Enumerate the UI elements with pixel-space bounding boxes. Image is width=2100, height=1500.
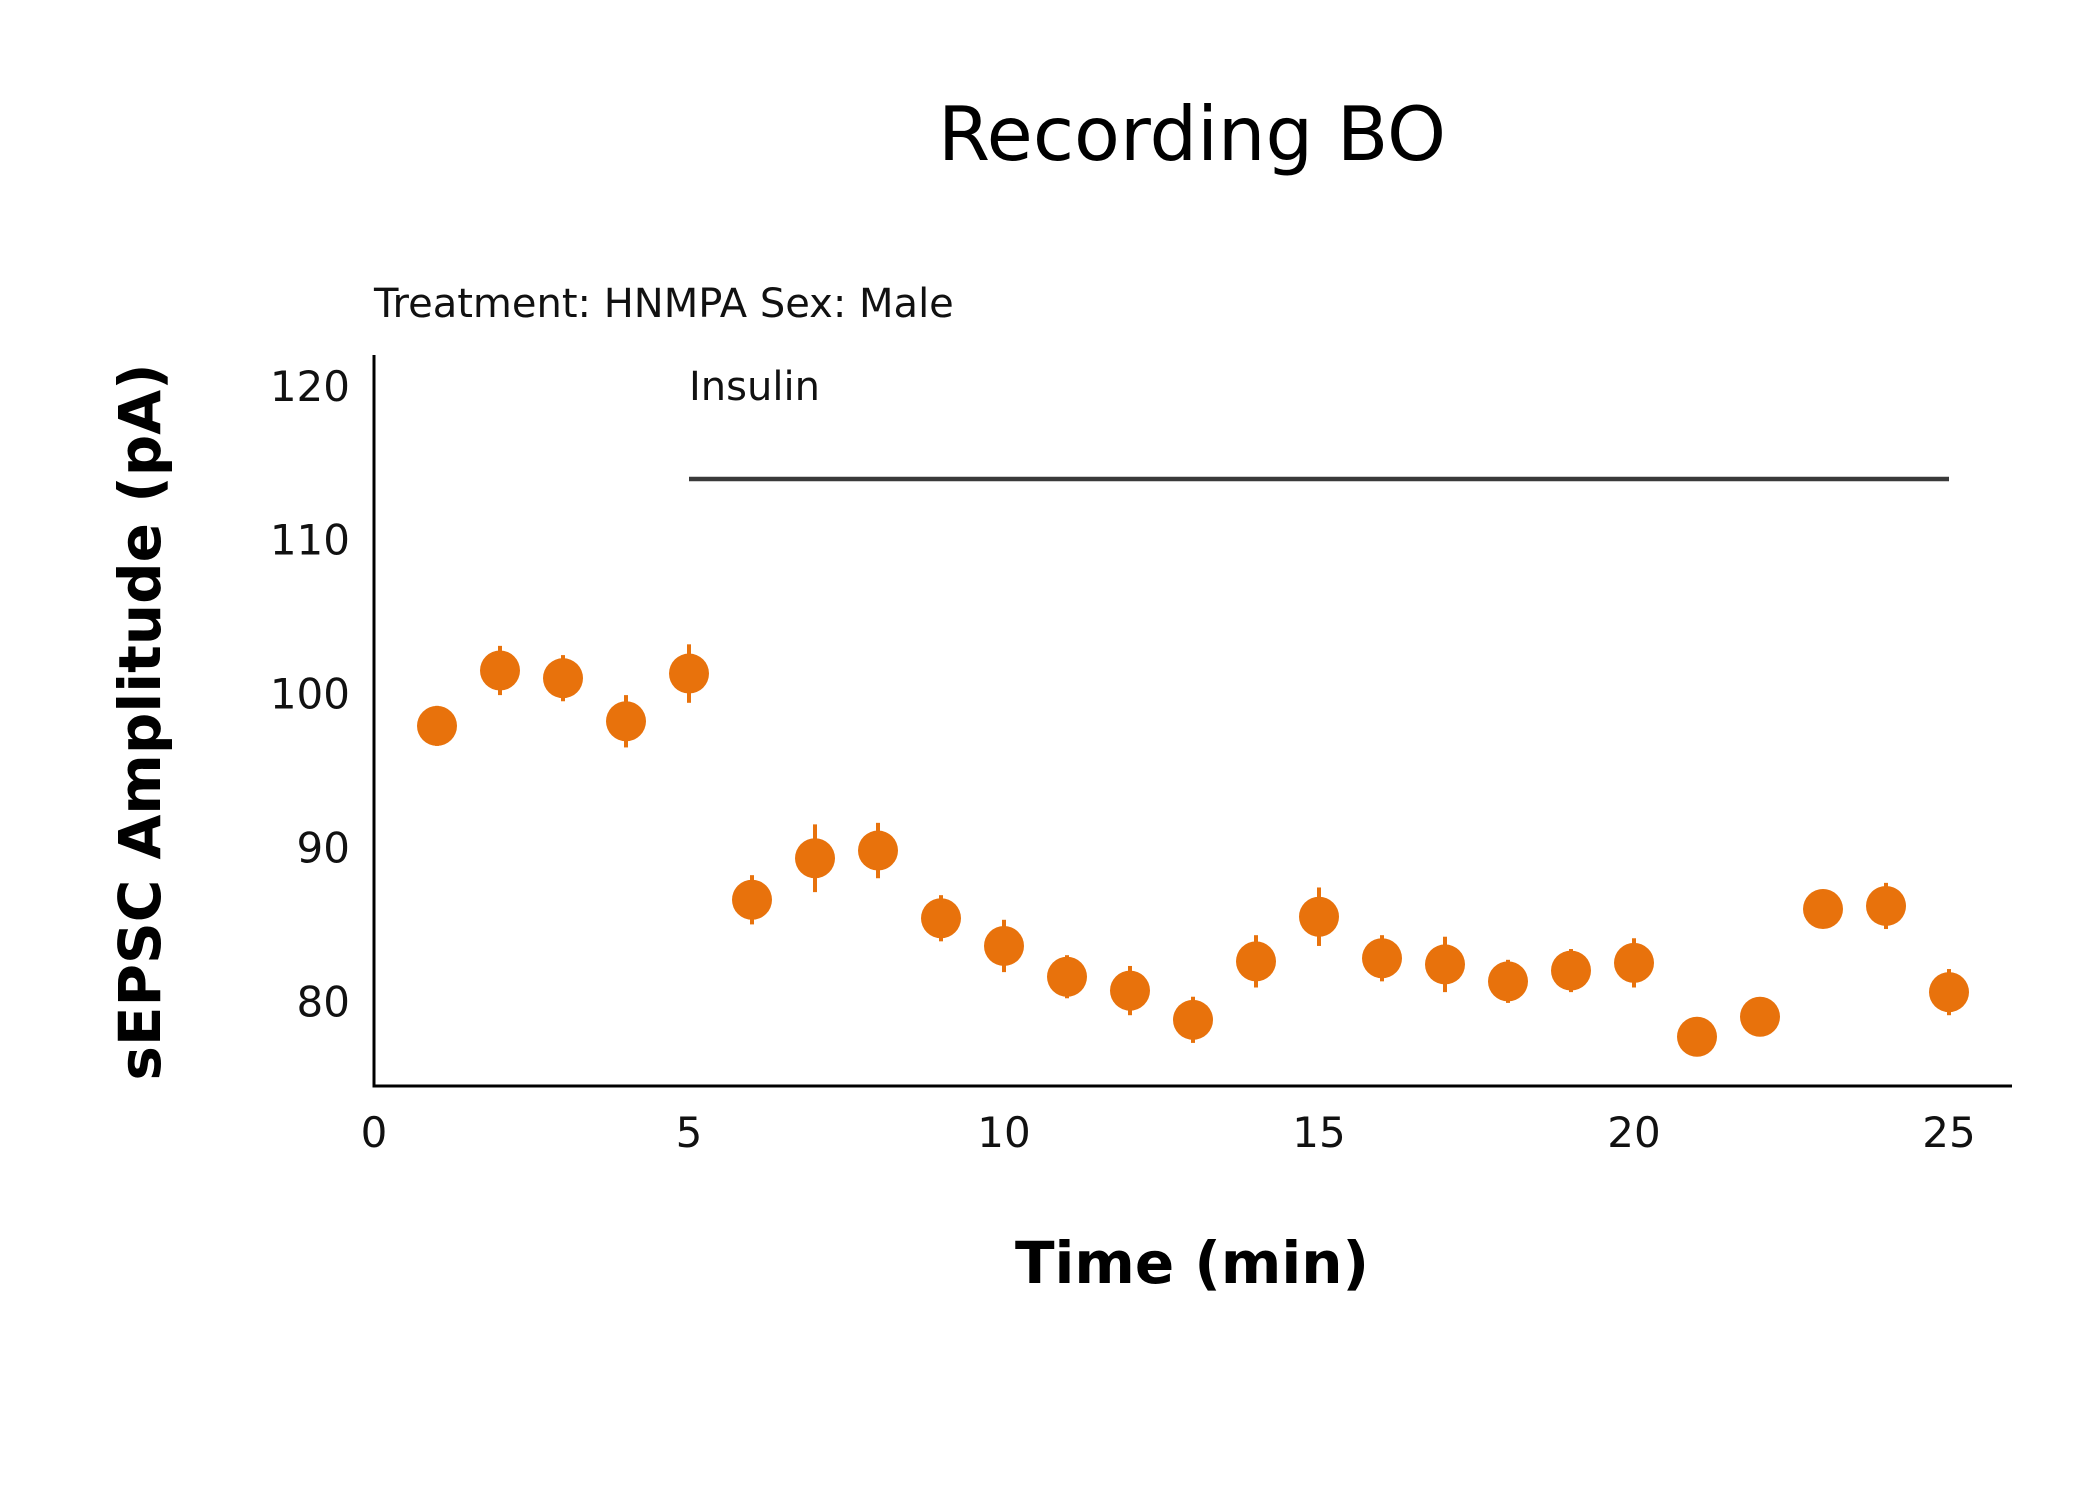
data-point	[1929, 969, 1969, 1016]
point-marker	[1110, 970, 1150, 1011]
data-point	[921, 895, 961, 942]
data-point	[1425, 936, 1465, 993]
point-marker	[1740, 996, 1780, 1037]
point-marker	[1362, 938, 1402, 979]
data-point	[1614, 938, 1654, 988]
y-tick-label: 100	[270, 670, 350, 719]
x-tick-label: 0	[361, 1108, 388, 1157]
data-point	[1866, 882, 1906, 930]
data-point	[732, 875, 772, 925]
data-point	[984, 919, 1024, 973]
x-axis-label: Time (min)	[1015, 1229, 1369, 1297]
point-marker	[1551, 950, 1591, 991]
data-points	[417, 644, 1969, 1057]
data-point	[606, 695, 646, 748]
point-marker	[1173, 999, 1213, 1040]
insulin-annotation: Insulin	[689, 364, 1949, 482]
data-point	[1551, 949, 1591, 993]
x-tick-label: 15	[1292, 1108, 1345, 1157]
point-marker	[1803, 889, 1843, 930]
y-tick-label: 80	[297, 977, 350, 1026]
x-tick-label: 5	[676, 1108, 703, 1157]
point-marker	[1866, 885, 1906, 926]
point-marker	[669, 653, 709, 694]
data-point	[1677, 1016, 1717, 1057]
point-marker	[1614, 942, 1654, 983]
chart-subtitle: Treatment: HNMPA Sex: Male	[373, 281, 954, 327]
data-point	[1173, 996, 1213, 1043]
point-marker	[543, 658, 583, 699]
data-point	[480, 645, 520, 696]
x-axis: 0 5 10 15 20 25	[361, 1084, 2012, 1157]
point-marker	[1488, 961, 1528, 1002]
point-marker	[1929, 972, 1969, 1013]
y-axis: 80 90 100 110 120	[270, 355, 376, 1088]
data-point	[1803, 889, 1843, 930]
data-point	[1740, 996, 1780, 1037]
point-marker	[921, 898, 961, 939]
chart-title: Recording BO	[938, 90, 1446, 178]
data-point	[1236, 935, 1276, 988]
y-axis-label: sEPSC Amplitude (pA)	[106, 363, 174, 1080]
point-marker	[1677, 1016, 1717, 1057]
point-marker	[984, 925, 1024, 966]
data-point	[1488, 959, 1528, 1003]
point-marker	[606, 701, 646, 742]
data-point	[1047, 955, 1087, 999]
insulin-label: Insulin	[689, 364, 820, 410]
point-marker	[1425, 944, 1465, 985]
point-marker	[417, 705, 457, 746]
point-marker	[1047, 956, 1087, 997]
data-point	[1110, 965, 1150, 1016]
data-point	[417, 705, 457, 746]
data-point	[543, 655, 583, 702]
x-tick-label: 10	[977, 1108, 1030, 1157]
data-point	[858, 822, 898, 879]
y-tick-label: 120	[270, 362, 350, 411]
point-marker	[795, 838, 835, 879]
point-marker	[1299, 896, 1339, 937]
y-tick-label: 110	[270, 516, 350, 565]
x-tick-label: 25	[1922, 1108, 1975, 1157]
point-marker	[732, 879, 772, 920]
data-point	[1362, 935, 1402, 982]
point-marker	[858, 830, 898, 871]
data-point	[669, 644, 709, 703]
y-tick-label: 90	[297, 823, 350, 872]
point-marker	[480, 650, 520, 691]
point-marker	[1236, 941, 1276, 982]
data-point	[795, 824, 835, 893]
data-point	[1299, 887, 1339, 946]
x-tick-label: 20	[1607, 1108, 1660, 1157]
